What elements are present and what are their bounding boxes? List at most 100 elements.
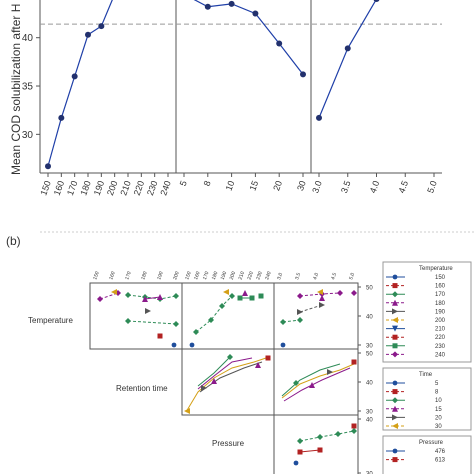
panel-a-xtick-label: 180 [78, 179, 93, 197]
panel-b-top-tick-label: 4.5 [330, 272, 338, 281]
panel-b-point [297, 309, 303, 315]
row-label-pressure: Pressure [212, 439, 245, 448]
panel-b-right-tick-label: 50 [366, 352, 373, 358]
panel-b-trace [127, 294, 177, 300]
panel-b-label: (b) [6, 234, 21, 248]
panel-b-point [335, 431, 341, 437]
legend-entry-label: 180 [435, 301, 446, 307]
legend-title: Time [419, 372, 433, 378]
panel-b-point [319, 302, 325, 308]
legend-entry-label: 476 [435, 449, 446, 455]
legend-marker [392, 291, 398, 298]
panel-b-point [157, 333, 163, 339]
panel-b-top-tick-label: 150 [184, 271, 193, 281]
panel-b-point [337, 290, 343, 296]
cell-time-pressure [273, 348, 359, 416]
panel-b-top-tick-label: 3.0 [276, 272, 284, 281]
panel-b-point [319, 295, 325, 301]
panel-b-point [351, 423, 357, 429]
panel-b-top-tick-label: 160 [193, 271, 202, 281]
panel-a-xtick-label: 160 [52, 179, 67, 197]
panel-b-point [327, 369, 333, 375]
panel-a-series-line-time [193, 0, 304, 75]
panel-b-trace [281, 363, 355, 399]
legend-entry-label: 190 [435, 309, 446, 315]
legend-marker [392, 299, 398, 306]
panel-b-top-tick-label: 3.5 [294, 272, 302, 281]
legend-marker [392, 423, 398, 429]
panel-a-point [373, 0, 380, 3]
panel-b-point [297, 438, 303, 444]
legend-entry-label: 30 [435, 424, 442, 430]
panel-a-ytick-label: 30 [22, 130, 34, 141]
panel-b-trace [282, 319, 301, 323]
panel-b-point [351, 359, 357, 365]
panel-a-xtick-label: 15 [247, 179, 260, 192]
panel-b-top-tick-label: 200 [172, 271, 181, 281]
legend-entry-label: 150 [435, 275, 446, 281]
panel-b-point [351, 428, 357, 434]
legend-marker [392, 334, 398, 340]
panel-b-point [193, 329, 199, 335]
legend-marker [392, 414, 398, 421]
legend-entry-label: 10 [435, 398, 442, 404]
row-label-retention-time: Retention time [116, 384, 168, 393]
panel-b-point [242, 290, 248, 296]
panel-b-point [258, 293, 264, 299]
panel-b-point [208, 317, 214, 323]
panel-b-point [317, 289, 323, 295]
legend-entry-label: 200 [435, 318, 446, 324]
panel-a-point [252, 10, 259, 17]
panel-b-trace [197, 357, 253, 390]
panel-b-point [255, 362, 261, 368]
panel-a-xtick-label: 20 [271, 179, 284, 192]
panel-b-point [125, 292, 131, 298]
panel-b-right-tick-label: 30 [366, 344, 373, 350]
legend-entry-label: 220 [435, 335, 446, 341]
legend-box [382, 435, 472, 474]
panel-b-right-tick-label: 30 [366, 410, 373, 416]
panel-a-point [85, 31, 91, 38]
panel-b-trace [299, 430, 355, 442]
legend-entry-label: 613 [435, 458, 446, 464]
panel-a-point [316, 114, 322, 121]
panel-b-point [223, 289, 229, 295]
panel-a-xtick-label: 10 [224, 179, 237, 192]
panel-b-point [189, 342, 195, 348]
panel-b-point [297, 317, 303, 323]
panel-b-point [280, 319, 286, 325]
legend-entry-label: 160 [435, 284, 446, 290]
panel-b-point [297, 293, 303, 299]
panel-b-top-tick-label: 5.0 [348, 272, 356, 281]
panel-a-ytick-label: 35 [22, 82, 34, 93]
panel-b-point [309, 382, 315, 388]
cell-temp-pressure [273, 282, 359, 350]
panel-b-trace [127, 320, 177, 325]
panel-b-right-tick-label: 30 [366, 472, 373, 474]
legend-marker [392, 389, 398, 395]
panel-b-point [317, 447, 323, 453]
panel-a-xtick-label: 30 [295, 179, 308, 192]
legend-entry-label: 5 [435, 381, 439, 387]
panel-a-xtick-label: 4.0 [368, 179, 382, 194]
panel-b-point [125, 318, 131, 324]
panel-a-xtick-label: 4.5 [396, 179, 410, 194]
panel-b-right-tick-label: 40 [366, 315, 373, 321]
legend-marker [392, 283, 398, 289]
panel-a: Mean COD solubilization after H 30 35 40 1… [9, 0, 442, 197]
panel-b: (b) Temperature Retention time Pressure … [6, 231, 474, 474]
panel-b-point [280, 342, 286, 348]
panel-b-top-tick-label: 240 [264, 271, 273, 281]
panel-a-point [228, 0, 235, 7]
panel-a-series-line-temperature [47, 0, 113, 167]
panel-a-point [98, 23, 105, 30]
panel-a-xtick-label: 190 [92, 179, 107, 197]
panel-b-top-tick-label: 160 [108, 271, 117, 281]
panel-b-right-tick-label: 40 [366, 418, 373, 424]
panel-b-point [157, 294, 163, 300]
panel-b-point [297, 449, 303, 455]
panel-b-point [219, 303, 225, 309]
legend-entry-label: 20 [435, 415, 442, 421]
panel-b-top-tick-label: 180 [211, 271, 220, 281]
panel-b-right-tick-label: 40 [366, 381, 373, 387]
